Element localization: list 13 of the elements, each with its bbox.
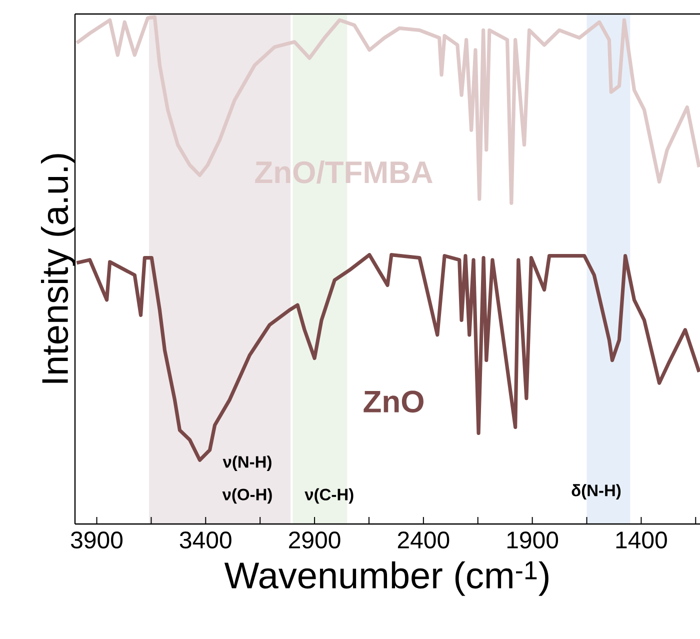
annotation: ν(C-H) [304, 488, 354, 504]
annotation: ν(N-H) [222, 456, 272, 471]
annotation: δ(N-H) [572, 484, 621, 500]
x-tick-label: 2900 [289, 532, 340, 549]
annotation: ν(O-H) [222, 488, 272, 504]
x-tick-label: 1900 [507, 532, 558, 549]
y-axis-title: Intensity (a.u.) [40, 154, 76, 383]
x-tick-label: 3900 [70, 532, 123, 549]
series-label: ZnO [364, 390, 424, 413]
x-axis-title: Wavenumber (cm$^{-1}$) [224, 561, 548, 596]
x-tick-label: 3400 [180, 532, 232, 549]
x-tick-label: 1400 [616, 532, 667, 549]
x-tick-label: 2400 [398, 532, 450, 549]
